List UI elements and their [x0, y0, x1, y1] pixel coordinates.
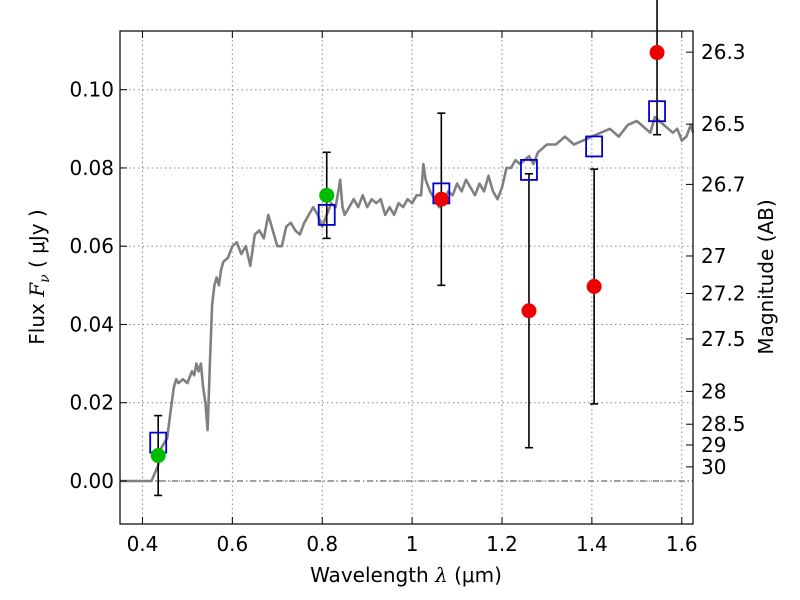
grid-lines	[120, 31, 693, 524]
y-tick-label: 0.10	[69, 78, 114, 102]
observed-point-green	[150, 448, 166, 464]
y2-tick-label: 28.5	[701, 412, 746, 436]
y-tick-label: 0.06	[69, 234, 114, 258]
y-axis-label: Flux Fν ( μJy )	[25, 209, 53, 344]
x-tick-label: 0.6	[216, 532, 248, 556]
y2-tick-label: 26.5	[701, 112, 746, 136]
y-tick-label: 0.04	[69, 312, 114, 336]
model-photometry-square	[648, 100, 666, 123]
observed-point-red	[586, 278, 602, 294]
x-tick-label: 1	[406, 532, 419, 556]
y2-tick-label: 28	[701, 379, 726, 403]
observed-point-red	[433, 191, 449, 207]
x-tick-label: 0.8	[306, 532, 338, 556]
y2-tick-label: 30	[701, 455, 726, 479]
y2-tick-label: 27.5	[701, 327, 746, 351]
observed-point-red	[649, 45, 665, 61]
y2-tick-label: 29	[701, 433, 726, 457]
model-spectrum-line	[120, 115, 695, 483]
y-tick-label: 0.08	[69, 156, 114, 180]
y2-tick-label: 26.7	[701, 172, 746, 196]
y2-tick-label: 27.2	[701, 282, 746, 306]
x-axis-label: Wavelength λ (μm)	[310, 563, 502, 587]
y2-tick-label: 27	[701, 244, 726, 268]
y-tick-label: 0.00	[69, 469, 114, 493]
y-tick-label: 0.02	[69, 391, 114, 415]
observed-point-green	[319, 187, 335, 203]
x-tick-label: 1.4	[576, 532, 608, 556]
model-photometry-square	[520, 159, 538, 181]
observed-point-red	[521, 303, 537, 319]
axis-ticks: 0.4 0.6 0.8 1 1.2 1.4 1.6 0.00 0.02 0.04 0.06 0.08 0…	[69, 31, 746, 556]
x-tick-label: 1.2	[486, 532, 518, 556]
model-photometry-square	[585, 135, 604, 158]
x-tick-label: 1.6	[666, 532, 698, 556]
plot-content	[120, 0, 695, 497]
x-tick-label: 0.4	[127, 532, 159, 556]
error-bar	[653, 0, 662, 136]
y2-axis-label: Magnitude (AB)	[754, 199, 778, 354]
plot-frame	[119, 30, 694, 525]
y2-tick-label: 26.3	[701, 40, 746, 64]
model-photometry-square	[317, 203, 336, 226]
